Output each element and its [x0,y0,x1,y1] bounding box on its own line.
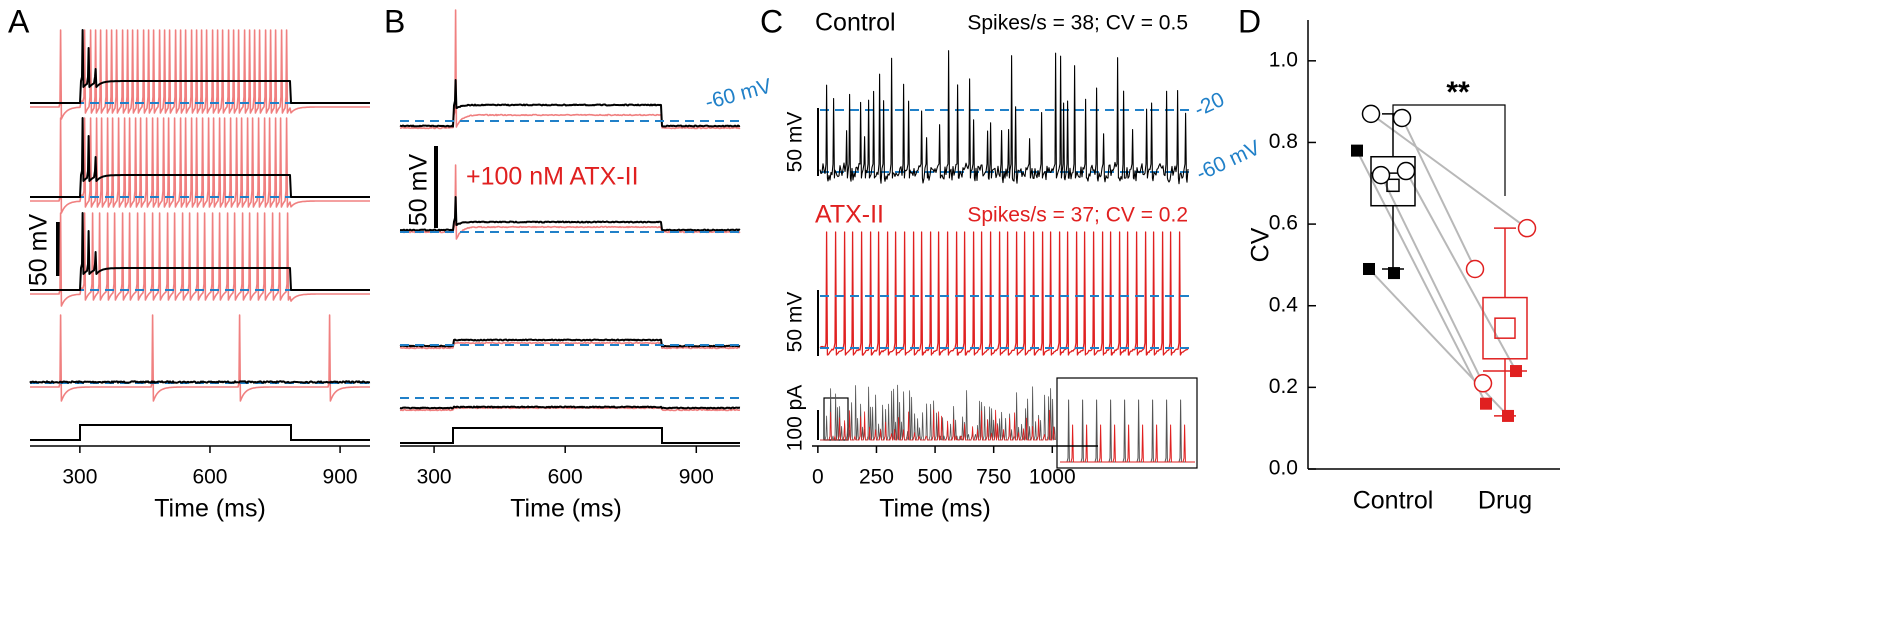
trace [30,29,370,120]
trace [399,164,741,240]
level-label: -60 mV [1193,136,1264,185]
box [1370,155,1416,207]
stimulus [400,427,740,444]
significance: ** [1446,76,1470,109]
point [1396,161,1416,181]
x-tick-label: Control [1353,487,1434,515]
trace [400,196,741,232]
point [1480,397,1492,410]
x-tick-label: 300 [62,466,97,489]
trace [30,117,370,198]
trace [399,338,741,348]
y-tick-label: 0.4 [1269,293,1299,316]
trace [30,29,370,104]
trace [399,406,741,412]
scale-bar-label: 50 mV [784,112,807,173]
trace [820,409,1055,441]
trace [30,212,370,307]
trace [1060,424,1195,463]
panel-letter: B [384,3,405,39]
x-tick-label: 900 [323,466,358,489]
x-axis-label: Time (ms) [879,495,991,523]
point [1502,409,1514,422]
point [1392,108,1412,128]
x-tick-label: 600 [192,466,227,489]
trace-title: ATX-II [815,201,884,229]
y-tick-label: 0.2 [1269,375,1298,398]
trace-stats: Spikes/s = 38; CV = 0.5 [967,12,1188,35]
x-tick-label: 1000 [1029,466,1076,489]
trace [399,79,741,128]
x-tick-label: 600 [548,466,583,489]
annotation: +100 nM ATX-II [466,163,639,191]
point [1388,267,1400,280]
pair-line [1370,113,1528,229]
point [1510,365,1522,378]
x-tick-label: 500 [918,466,953,489]
trace-stats: Spikes/s = 37; CV = 0.2 [967,204,1188,227]
mean [1494,317,1516,339]
level-label: -20 [1191,88,1228,122]
trace [30,314,370,402]
trace [29,380,371,384]
point [1465,259,1485,279]
y-tick-label: 0.8 [1269,130,1298,153]
y-tick-label: 0.6 [1269,212,1298,235]
trace [30,117,370,214]
level-label: -60 mV [703,74,774,114]
x-axis-label: Time (ms) [154,495,266,523]
x-tick-label: Drug [1478,487,1532,515]
point [1473,374,1493,393]
x-tick-label: 250 [859,466,894,489]
y-tick-label: 0.0 [1269,457,1298,480]
point [1363,262,1375,275]
panel-letter: A [8,3,30,39]
point [1361,104,1381,124]
y-axis-label: CV [1247,227,1275,262]
x-axis-label: Time (ms) [510,495,622,523]
trace [399,405,741,410]
trace [399,9,741,130]
inset-box [1056,377,1198,469]
y-tick-label: 1.0 [1269,48,1298,71]
box [1482,296,1528,360]
trace-title: Control [815,9,896,37]
pair-line [1380,174,1484,384]
scale-bar-label: 100 pA [784,385,807,452]
point [1351,144,1363,157]
trace [819,50,1189,185]
trace [820,384,1056,441]
x-tick-label: 900 [679,466,714,489]
point [1371,165,1391,185]
pair-line [1405,170,1517,372]
scale-bar-label: 50 mV [784,292,807,353]
panel-letter: D [1238,3,1261,39]
trace [399,341,741,350]
x-tick-label: 750 [976,466,1011,489]
stimulus [30,424,370,441]
pair-line [1356,150,1487,405]
scale-bar-label: 50 mV [405,154,433,227]
x-tick-label: 0 [812,466,824,489]
scale-bar-label: 50 mV [25,214,53,287]
point [1517,218,1537,238]
trace [819,231,1189,356]
pair-line [1401,117,1476,270]
x-tick-label: 300 [417,466,452,489]
trace [30,212,370,291]
mean [1386,178,1400,193]
significance-bracket [1392,104,1506,196]
panel-letter: C [760,3,783,39]
